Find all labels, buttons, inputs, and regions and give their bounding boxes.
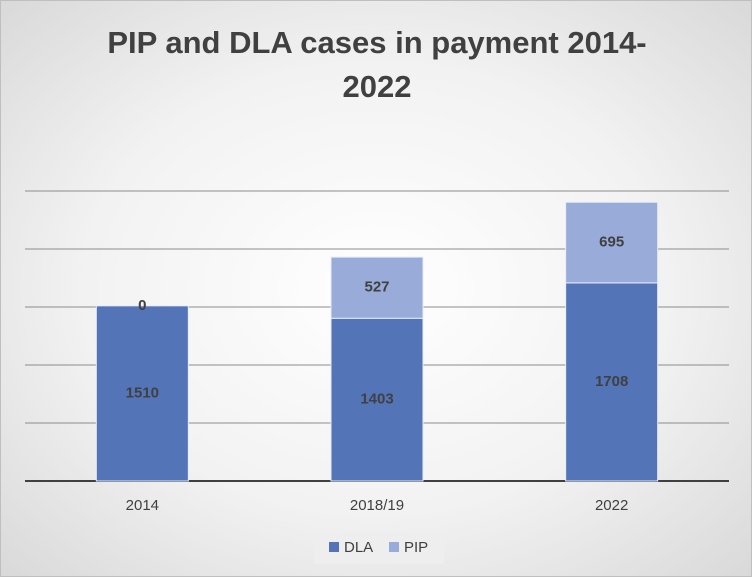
legend-swatch (329, 542, 339, 552)
data-label: 0 (138, 297, 146, 314)
legend-label: PIP (404, 539, 428, 556)
bar-segment (95, 305, 189, 482)
data-label: 527 (364, 279, 389, 296)
legend-swatch (389, 542, 399, 552)
data-label: 1510 (126, 384, 159, 401)
x-tick-label: 2018/19 (350, 497, 404, 514)
x-tick-label: 2022 (595, 497, 628, 514)
bar-segment (330, 317, 424, 482)
data-label: 1708 (595, 373, 628, 390)
bar-segment (565, 201, 659, 284)
x-tick-label: 2014 (126, 497, 159, 514)
data-label: 695 (599, 234, 624, 251)
bar-segment (330, 256, 424, 319)
chart-title: PIP and DLA cases in payment 2014-2022 (107, 25, 647, 104)
data-label: 1403 (360, 391, 393, 408)
legend-label: DLA (344, 539, 373, 556)
